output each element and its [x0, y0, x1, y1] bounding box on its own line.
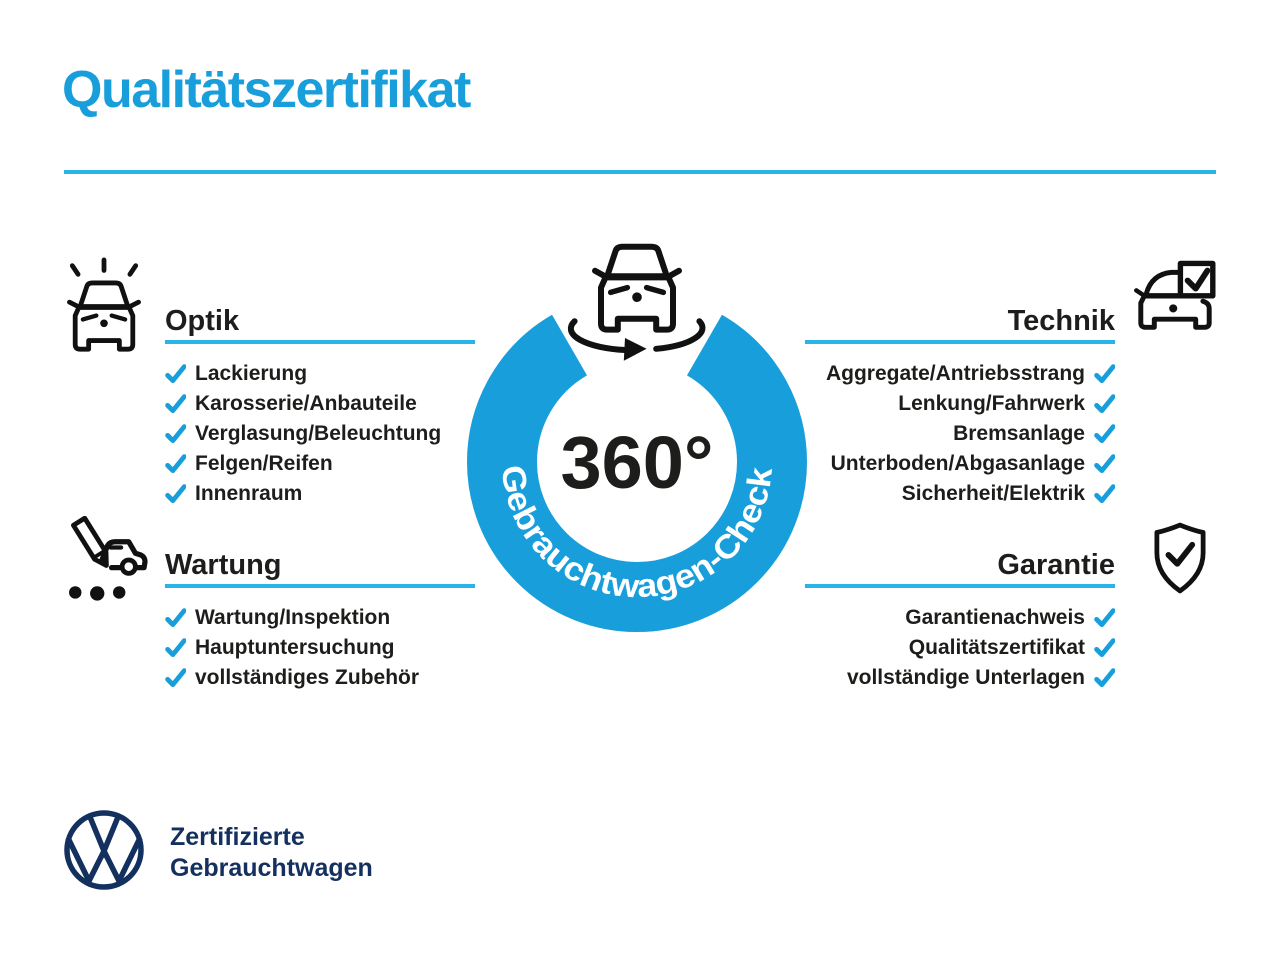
list-item-label: Aggregate/Antriebsstrang [825, 362, 1085, 385]
section-garantie: Garantie Garantienachweis Qualitätszerti… [805, 546, 1115, 693]
section-list-garantie: Garantienachweis Qualitätszertifikat vol… [805, 603, 1115, 693]
check-icon [1094, 667, 1115, 687]
check-icon [165, 637, 186, 657]
vw-logo [64, 810, 144, 890]
list-item-label: Wartung/Inspektion [195, 606, 391, 629]
section-rule-wartung [165, 584, 475, 588]
list-item-label: vollständiges Zubehör [195, 666, 420, 689]
list-item-label: Lenkung/Fahrwerk [898, 392, 1085, 415]
list-item-label: Unterboden/Abgasanlage [830, 452, 1085, 475]
car-checkbox-icon [1134, 260, 1216, 330]
list-item-label: Sicherheit/Elektrik [901, 482, 1085, 505]
list-item-label: Innenraum [195, 482, 303, 505]
list-item-label: Bremsanlage [953, 422, 1085, 445]
check-icon [1094, 607, 1115, 627]
brand-text: Zertifizierte Gebrauchtwagen [170, 822, 373, 884]
section-title-optik: Optik [165, 305, 240, 337]
check-icon [1094, 393, 1115, 413]
check-icon [165, 423, 186, 443]
check-icon [1094, 423, 1115, 443]
section-rule-optik [165, 340, 475, 344]
check-icon [1094, 453, 1115, 473]
list-item-label: vollständige Unterlagen [846, 666, 1085, 689]
section-list-technik: Aggregate/Antriebsstrang Lenkung/Fahrwer… [805, 359, 1115, 509]
list-item: vollständiges Zubehör [165, 663, 475, 693]
section-rule-technik [805, 340, 1115, 344]
section-optik: Optik Lackierung Karosserie/Anbauteile V… [165, 302, 475, 509]
list-item-label: Garantienachweis [905, 606, 1085, 629]
list-item: Qualitätszertifikat [805, 633, 1115, 663]
list-item-label: Felgen/Reifen [195, 452, 333, 475]
list-item: Wartung/Inspektion [165, 603, 475, 633]
list-item: Verglasung/Beleuchtung [165, 419, 475, 449]
check-icon [1094, 483, 1115, 503]
section-title-wartung: Wartung [165, 549, 282, 581]
section-title-technik: Technik [1007, 305, 1115, 337]
check-icon [165, 453, 186, 473]
section-technik: Technik Aggregate/Antriebsstrang Lenkung… [805, 302, 1115, 509]
list-item: Lenkung/Fahrwerk [805, 389, 1115, 419]
list-item: Bremsanlage [805, 419, 1115, 449]
brand-line1: Zertifizierte [170, 823, 305, 851]
list-item-label: Karosserie/Anbauteile [195, 392, 417, 415]
section-wartung: Wartung Wartung/Inspektion Hauptuntersuc… [165, 546, 475, 693]
section-list-wartung: Wartung/Inspektion Hauptuntersuchung vol… [165, 603, 475, 693]
list-item: Karosserie/Anbauteile [165, 389, 475, 419]
list-item-label: Verglasung/Beleuchtung [195, 422, 442, 445]
list-item: Lackierung [165, 359, 475, 389]
title-divider [64, 170, 1216, 174]
check-icon [165, 607, 186, 627]
ring-arc [467, 292, 807, 632]
list-item: Garantienachweis [805, 603, 1115, 633]
check-icon [165, 483, 186, 503]
360-check-ring: Gebrauchtwagen-Check 360° [467, 243, 807, 632]
check-icon [1094, 363, 1115, 383]
list-item: Aggregate/Antriebsstrang [805, 359, 1115, 389]
rotating-car-icon [567, 243, 706, 361]
shield-check-icon [1154, 522, 1206, 594]
list-item: vollständige Unterlagen [805, 663, 1115, 693]
list-item: Unterboden/Abgasanlage [805, 449, 1115, 479]
list-item-label: Lackierung [195, 362, 308, 385]
list-item-label: Hauptuntersuchung [195, 636, 395, 659]
degree-label: 360° [560, 421, 713, 504]
list-item: Hauptuntersuchung [165, 633, 475, 663]
page-title: Qualitätszertifikat [62, 61, 471, 119]
pencil-car-icon [69, 516, 148, 601]
check-icon [165, 667, 186, 687]
list-item: Sicherheit/Elektrik [805, 479, 1115, 509]
car-sparkle-icon [67, 257, 141, 352]
list-item: Innenraum [165, 479, 475, 509]
section-rule-garantie [805, 584, 1115, 588]
check-icon [1094, 637, 1115, 657]
section-title-garantie: Garantie [997, 549, 1115, 581]
check-icon [165, 393, 186, 413]
section-list-optik: Lackierung Karosserie/Anbauteile Verglas… [165, 359, 475, 509]
list-item: Felgen/Reifen [165, 449, 475, 479]
check-icon [165, 363, 186, 383]
brand-line2: Gebrauchtwagen [170, 854, 373, 882]
list-item-label: Qualitätszertifikat [908, 636, 1085, 659]
